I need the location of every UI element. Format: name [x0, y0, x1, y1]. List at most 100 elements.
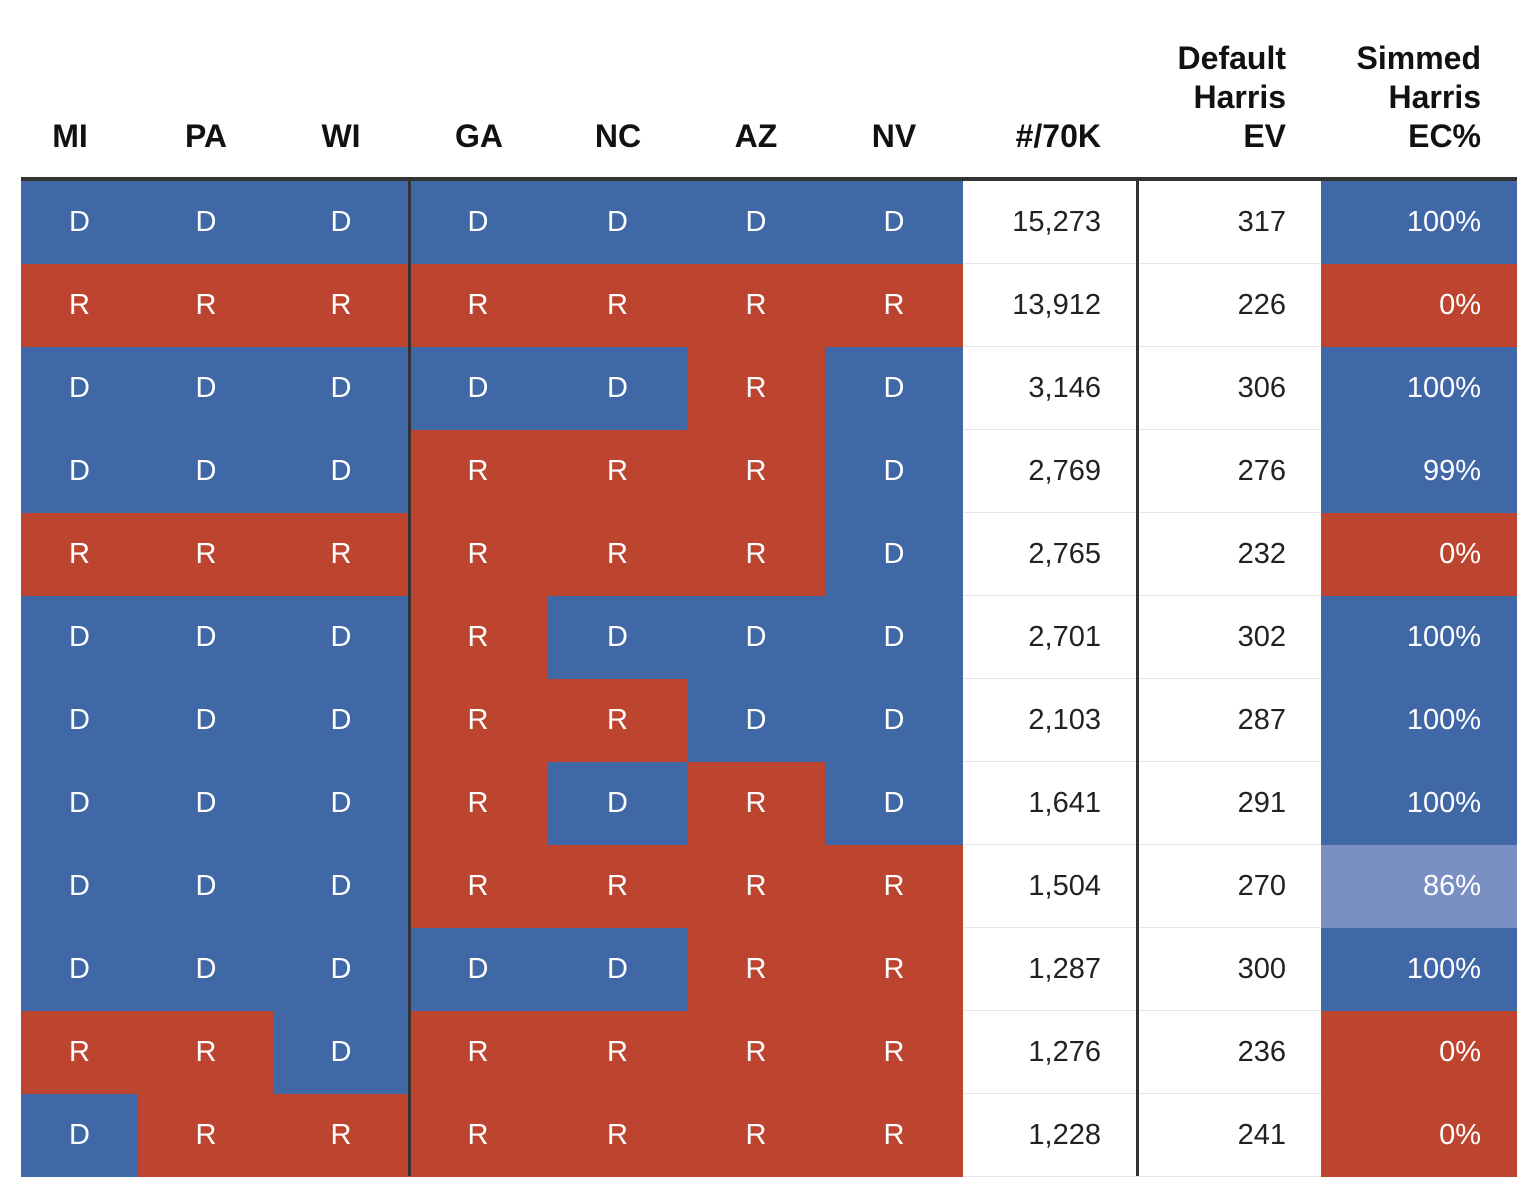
state-cell-nc: D [548, 762, 687, 845]
table-header: MI PA WI GA NC AZ NV #/70K Default Harris EV Simm… [0, 0, 1532, 178]
state-cell-nv: R [825, 264, 963, 347]
ec-cell-background [1321, 1011, 1517, 1094]
ec-cell: 0% [1439, 538, 1481, 570]
ec-cell: 100% [1406, 953, 1481, 985]
state-cell-ga: R [408, 1011, 548, 1094]
state-cell-pa: R [138, 264, 274, 347]
state-cell-nv: D [825, 430, 963, 513]
state-cell-az: R [687, 1094, 825, 1177]
count-cell-padding [1101, 513, 1138, 596]
state-cell-pa: D [138, 181, 274, 264]
count-cell-padding [1101, 845, 1138, 928]
count-cell: 3,146 [963, 347, 1101, 430]
count-cell-padding [1101, 1011, 1138, 1094]
table-row: D D D R D D D 2,701 302 100% [21, 596, 1517, 679]
ev-cell-padding [1286, 1094, 1321, 1177]
state-cell-az: R [687, 1011, 825, 1094]
ev-cell-padding [1286, 264, 1321, 347]
state-cell-wi: D [274, 1011, 408, 1094]
ev-cell: 270 [1138, 845, 1286, 928]
state-cell-wi: D [274, 762, 408, 845]
state-cell-nc: R [548, 430, 687, 513]
ec-cell: 0% [1439, 1119, 1481, 1151]
ev-cell: 241 [1138, 1094, 1286, 1177]
table-row: D D D D D D D 15,273 317 100% [21, 181, 1517, 264]
header-nv: NV [871, 118, 917, 154]
state-cell-wi: D [274, 928, 408, 1011]
state-cell-nc: R [548, 513, 687, 596]
state-cell-nv: R [825, 1094, 963, 1177]
count-cell: 1,228 [963, 1094, 1101, 1177]
count-cell: 1,276 [963, 1011, 1101, 1094]
state-cell-nv: D [825, 513, 963, 596]
ec-cell-background [1321, 928, 1517, 1011]
ev-cell-padding [1286, 928, 1321, 1011]
state-cell-ga: R [408, 1094, 548, 1177]
ec-cell: 100% [1406, 372, 1481, 404]
ec-cell: 99% [1422, 455, 1481, 487]
count-cell: 1,504 [963, 845, 1101, 928]
ev-cell: 276 [1138, 430, 1286, 513]
ev-cell-padding [1286, 845, 1321, 928]
state-cell-pa: D [138, 347, 274, 430]
state-cell-mi: D [21, 845, 138, 928]
state-cell-nv: R [825, 845, 963, 928]
state-cell-mi: D [21, 928, 138, 1011]
ev-cell: 317 [1138, 181, 1286, 264]
ev-cell: 287 [1138, 679, 1286, 762]
state-cell-az: D [687, 181, 825, 264]
state-cell-ga: D [408, 347, 548, 430]
header-70k: #/70K [1015, 118, 1101, 154]
state-cell-wi: R [274, 513, 408, 596]
state-cell-nv: D [825, 181, 963, 264]
state-cell-nc: R [548, 1094, 687, 1177]
ec-cell: 100% [1406, 787, 1481, 819]
count-cell-padding [1101, 928, 1138, 1011]
count-cell: 2,769 [963, 430, 1101, 513]
ec-cell-background [1321, 347, 1517, 430]
state-cell-mi: D [21, 596, 138, 679]
ec-cell-background [1321, 513, 1517, 596]
ev-cell: 236 [1138, 1011, 1286, 1094]
header-divider [21, 177, 1517, 181]
state-cell-pa: D [138, 596, 274, 679]
state-cell-nv: D [825, 596, 963, 679]
table-row: D D D D D R D 3,146 306 100% [21, 347, 1517, 430]
table-row: R R R R R R D 2,765 232 0% [21, 513, 1517, 596]
state-cell-nc: D [548, 928, 687, 1011]
state-cell-mi: R [21, 264, 138, 347]
state-cell-az: D [687, 679, 825, 762]
state-cell-pa: D [138, 679, 274, 762]
header-default-harris-ev: Default Harris EV [1177, 40, 1286, 154]
count-cell-padding [1101, 679, 1138, 762]
ec-cell-background [1321, 596, 1517, 679]
table-row: R R R R R R R 13,912 226 0% [21, 264, 1517, 347]
state-cell-az: R [687, 347, 825, 430]
state-cell-ga: R [408, 596, 548, 679]
count-cell-padding [1101, 264, 1138, 347]
state-cell-az: R [687, 430, 825, 513]
ec-cell-background [1321, 264, 1517, 347]
state-cell-az: R [687, 513, 825, 596]
ev-cell-padding [1286, 1011, 1321, 1094]
ev-cell: 291 [1138, 762, 1286, 845]
state-cell-nc: R [548, 845, 687, 928]
header-simmed-harris-ec: Simmed Harris EC% [1356, 40, 1481, 154]
header-nc: NC [594, 118, 642, 154]
state-cell-mi: R [21, 513, 138, 596]
state-cell-nc: D [548, 181, 687, 264]
state-cell-ga: R [408, 513, 548, 596]
state-cell-ga: R [408, 679, 548, 762]
state-cell-mi: D [21, 430, 138, 513]
state-cell-ga: R [408, 762, 548, 845]
state-cell-az: R [687, 762, 825, 845]
count-cell-padding [1101, 181, 1138, 264]
state-cell-nv: D [825, 347, 963, 430]
ec-cell-background [1321, 181, 1517, 264]
state-cell-ga: R [408, 845, 548, 928]
ec-cell-background [1321, 1094, 1517, 1177]
ec-cell: 0% [1439, 289, 1481, 321]
count-cell-padding [1101, 596, 1138, 679]
state-cell-mi: D [21, 762, 138, 845]
state-cell-wi: D [274, 347, 408, 430]
